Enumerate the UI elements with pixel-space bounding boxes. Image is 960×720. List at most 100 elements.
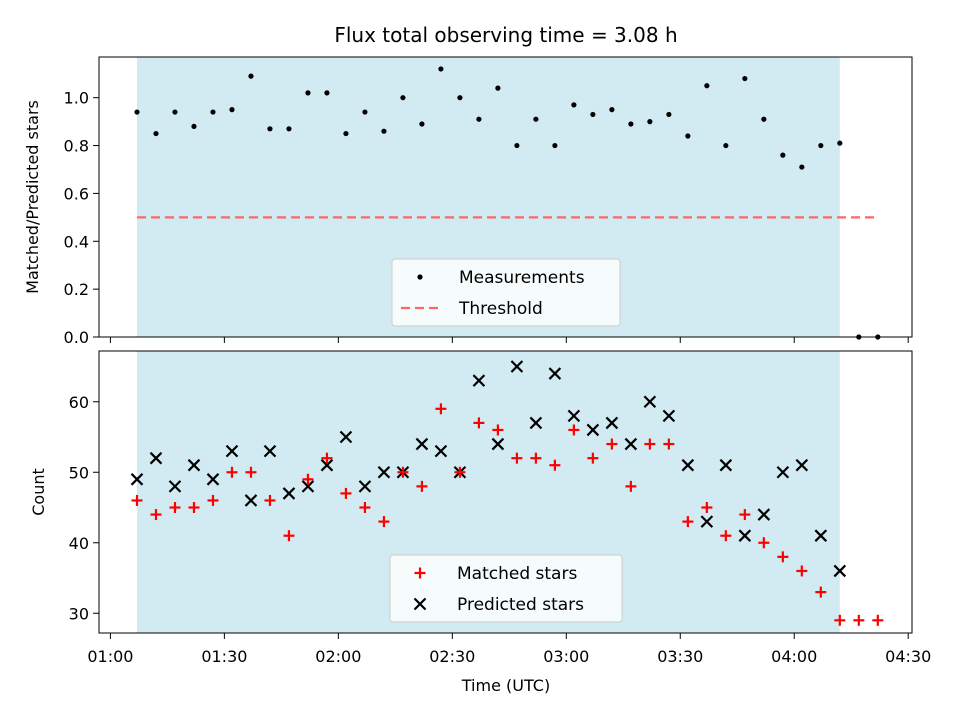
matched-point <box>416 480 428 492</box>
predicted-point <box>339 430 353 444</box>
x-tick-label: 01:00 <box>87 647 133 666</box>
measurement-point <box>286 126 292 132</box>
measurement-point <box>400 95 406 101</box>
predicted-point <box>814 529 828 542</box>
x-tick-label: 04:30 <box>885 647 931 666</box>
matched-point <box>245 466 257 478</box>
matched-point <box>587 452 599 464</box>
y-tick-label: 1.0 <box>64 89 89 108</box>
measurement-point <box>647 119 653 125</box>
measurement-point <box>172 109 178 115</box>
measurement-point <box>457 95 463 101</box>
predicted-point <box>377 465 391 479</box>
x-tick-label: 03:00 <box>543 647 589 666</box>
measurement-point <box>799 164 805 170</box>
matched-point <box>131 494 143 506</box>
chart-title: Flux total observing time = 3.08 h <box>334 23 677 47</box>
measurement-point <box>495 85 501 91</box>
matched-point <box>796 565 808 577</box>
predicted-point <box>738 529 752 542</box>
bottom-legend: Matched stars Predicted stars <box>389 554 623 623</box>
matched-point <box>264 494 276 506</box>
matched-point <box>834 614 846 626</box>
predicted-point <box>225 444 239 458</box>
measurement-point <box>419 121 425 127</box>
predicted-point <box>320 458 334 472</box>
predicted-point <box>833 564 847 578</box>
matched-point <box>473 417 485 429</box>
y-tick-label: 60 <box>69 393 89 412</box>
matched-point <box>454 466 466 478</box>
top-x-axis-ticks <box>109 337 909 343</box>
predicted-point <box>795 458 809 472</box>
matched-point <box>682 516 694 528</box>
y-tick-label: 40 <box>69 534 89 553</box>
bottom-y-axis-label: Count <box>29 468 48 516</box>
predicted-point <box>757 508 771 521</box>
top-plot-frame <box>98 56 913 338</box>
measurement-point <box>742 75 748 82</box>
matched-point <box>188 502 200 514</box>
matched-point <box>872 614 884 626</box>
predicted-point <box>206 473 220 486</box>
matched-point <box>397 466 409 478</box>
predicted-point <box>605 416 619 430</box>
predicted-point <box>776 465 790 479</box>
measurement-point <box>704 83 710 89</box>
measurement-point <box>514 142 520 149</box>
top-panel: 0.0 0.2 0.4 0.6 0.8 1.0 Matched/Predicted sta… <box>23 56 913 347</box>
x-tick-label: 02:30 <box>429 647 475 666</box>
matched-point <box>511 452 523 464</box>
matched-point <box>150 509 162 521</box>
predicted-point <box>586 423 600 437</box>
measurement-point <box>552 142 558 149</box>
predicted-point <box>358 480 372 493</box>
matched-point <box>340 487 352 499</box>
predicted-point <box>567 409 581 423</box>
measurement-point <box>324 90 330 96</box>
matched-point <box>720 530 732 542</box>
matched-point <box>492 424 504 436</box>
legend-matched-marker <box>414 567 426 579</box>
measurement-point <box>153 130 159 137</box>
measurement-point <box>134 109 140 115</box>
bottom-y-axis-ticks: 30 40 50 60 <box>69 393 99 623</box>
predicted-point <box>263 444 277 458</box>
measurement-point <box>571 102 577 108</box>
legend-threshold-label: Threshold <box>458 299 543 319</box>
measurement-point <box>267 126 273 132</box>
predicted-point <box>491 437 505 451</box>
y-tick-label: 0.2 <box>64 280 89 299</box>
y-tick-label: 50 <box>69 463 89 482</box>
measurement-point <box>191 123 197 130</box>
legend-measurements-label: Measurements <box>459 268 585 288</box>
predicted-point <box>529 416 543 430</box>
measurement-point <box>780 152 786 158</box>
predicted-point <box>282 487 296 500</box>
measurement-points <box>134 66 881 340</box>
matched-point <box>321 452 333 464</box>
matched-point <box>777 551 789 563</box>
bottom-x-axis-ticks: 01:00 01:30 02:00 02:30 03:00 03:30 04:00 04:30 <box>87 633 931 666</box>
matched-point <box>606 438 618 450</box>
y-tick-label: 30 <box>69 604 89 623</box>
y-tick-label: 0.0 <box>64 328 89 347</box>
matched-point <box>169 502 181 514</box>
x-axis-label: Time (UTC) <box>461 676 550 695</box>
predicted-point <box>700 515 714 528</box>
predicted-point <box>244 494 258 507</box>
matched-point <box>701 502 713 514</box>
predicted-point <box>662 409 676 423</box>
legend-measurement-marker <box>417 274 423 280</box>
measurement-point <box>761 116 767 122</box>
matched-point <box>625 480 637 492</box>
legend-matched-label: Matched stars <box>457 564 577 584</box>
top-y-axis-label: Matched/Predicted stars <box>23 100 42 294</box>
predicted-point <box>643 395 657 409</box>
measurement-point <box>229 107 235 113</box>
y-tick-label: 0.8 <box>64 137 89 156</box>
measurement-point <box>381 128 387 134</box>
y-tick-label: 0.4 <box>64 232 89 251</box>
